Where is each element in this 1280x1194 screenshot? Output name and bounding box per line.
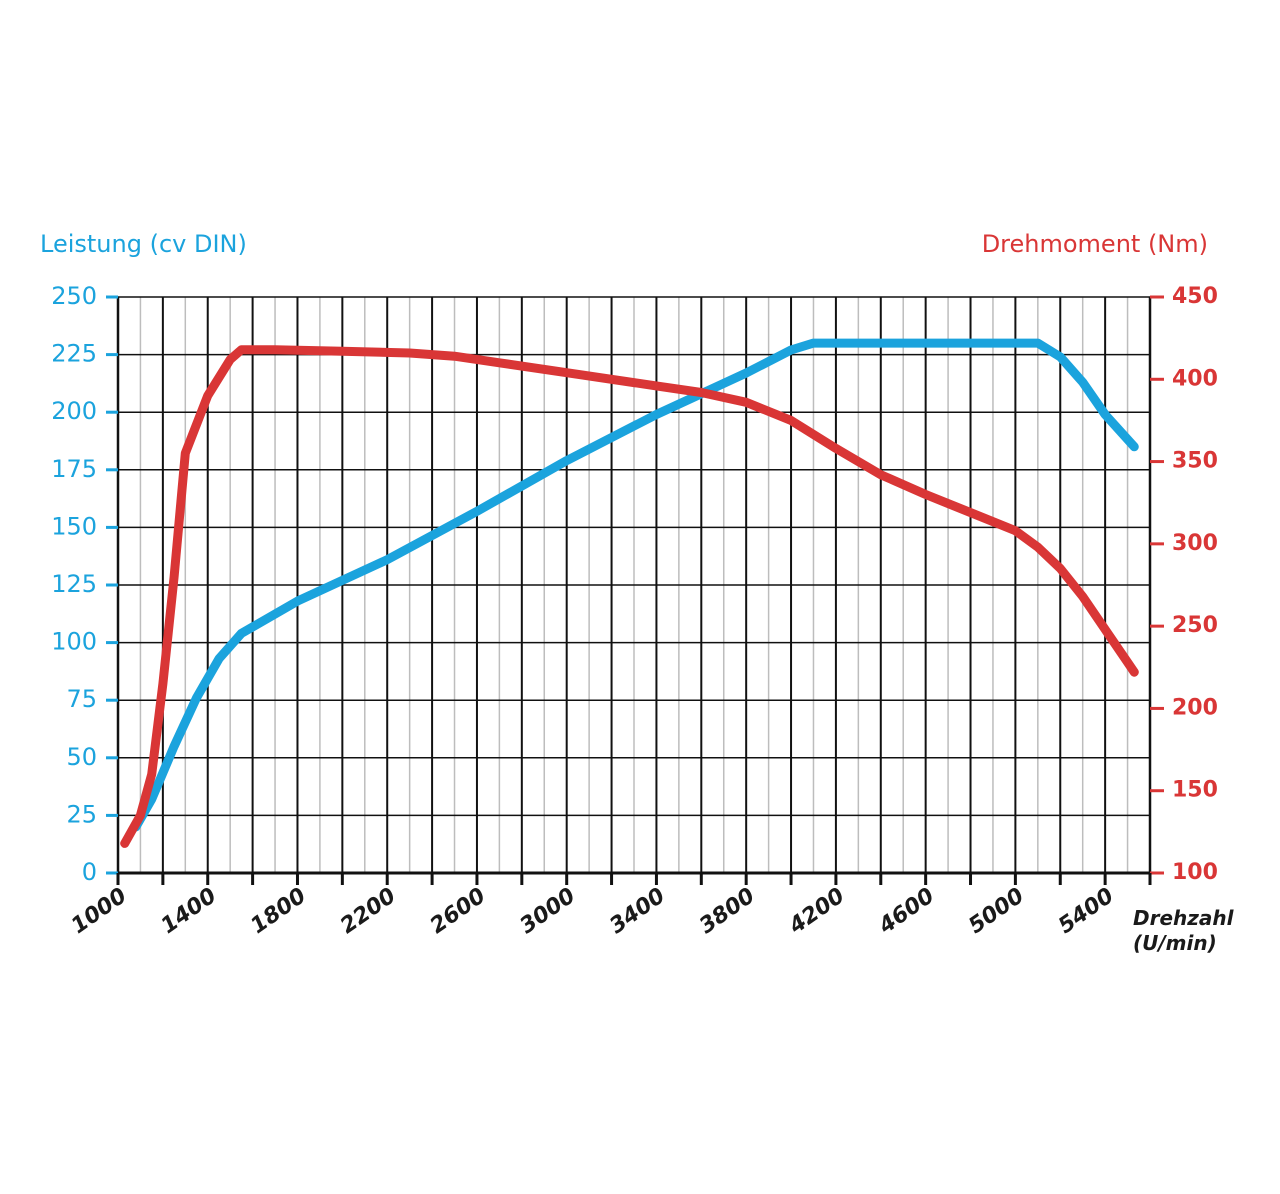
y-axis-right-title: Drehmoment (Nm) xyxy=(982,230,1208,258)
x-tick-label: 1400 xyxy=(157,883,221,939)
y-left-tick-label: 150 xyxy=(51,512,97,540)
x-tick-label: 2600 xyxy=(426,883,490,939)
y-right-tick-label: 100 xyxy=(1172,860,1218,885)
y-left-tick-label: 175 xyxy=(51,455,97,483)
y-left-tick-label: 200 xyxy=(51,397,97,425)
y-left-tick-label: 0 xyxy=(82,858,97,886)
y-right-tick-label: 350 xyxy=(1172,449,1218,474)
y-right-tick-label: 250 xyxy=(1172,613,1218,638)
x-axis-title-line1: Drehzahl xyxy=(1133,906,1235,930)
power-line xyxy=(131,338,1139,832)
y-axis-left-title: Leistung (cv DIN) xyxy=(40,230,247,258)
x-tick-label: 1800 xyxy=(246,883,310,939)
y-right-tick-label: 450 xyxy=(1172,284,1218,309)
y-left-tick-label: 75 xyxy=(66,685,97,713)
grid xyxy=(116,296,1152,875)
y-left-tick-label: 125 xyxy=(51,570,97,598)
x-tick-label: 4200 xyxy=(784,883,849,939)
x-axis-title-line2: (U/min) xyxy=(1133,931,1217,955)
x-tick-label: 3000 xyxy=(516,883,580,939)
x-tick-label: 3400 xyxy=(605,883,669,939)
y-right-tick-label: 150 xyxy=(1172,778,1218,803)
x-tick-label: 5000 xyxy=(964,883,1028,939)
x-tick-label: 1000 xyxy=(67,883,131,939)
y-left-tick-label: 225 xyxy=(51,340,97,368)
y-right-tick-label: 400 xyxy=(1172,366,1218,391)
x-tick-label: 4600 xyxy=(874,883,939,939)
x-tick-label: 2200 xyxy=(336,883,400,939)
torque-line xyxy=(120,345,1139,848)
y-left-tick-label: 25 xyxy=(66,800,97,828)
x-tick-label: 3800 xyxy=(695,883,759,939)
y-left-tick-label: 250 xyxy=(51,282,97,310)
series-lines xyxy=(120,338,1139,848)
y-left-tick-label: 100 xyxy=(51,628,97,656)
y-left-tick-label: 50 xyxy=(66,743,97,771)
y-right-tick-label: 200 xyxy=(1172,695,1218,720)
x-tick-label: 5400 xyxy=(1054,883,1118,939)
y-right-tick-label: 300 xyxy=(1172,531,1218,556)
